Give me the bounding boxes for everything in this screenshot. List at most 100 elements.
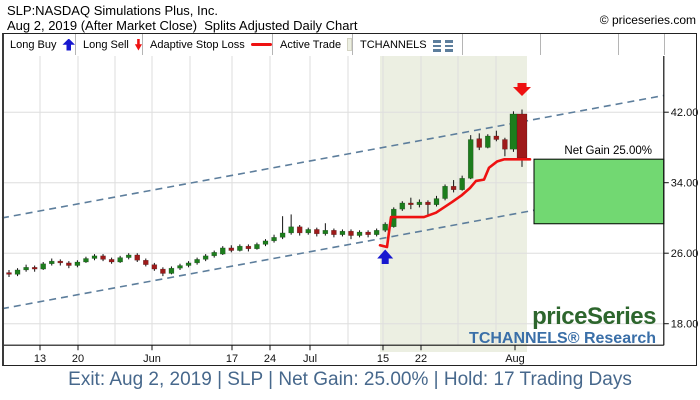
candle-body <box>185 262 192 266</box>
candle-body <box>442 185 448 199</box>
candle-body <box>125 254 132 258</box>
candle-body <box>91 255 98 259</box>
candle-body <box>100 255 106 260</box>
candle-body <box>365 231 371 235</box>
candle-body <box>399 202 406 210</box>
candle-body <box>382 223 388 231</box>
candle-body <box>237 245 243 251</box>
candle-body <box>57 260 64 264</box>
candle-body <box>459 178 465 190</box>
candle-body <box>143 260 149 265</box>
candle-body <box>348 230 354 236</box>
legend-label: TCHANNELS <box>360 38 427 51</box>
candle-body <box>49 260 55 265</box>
candle-body <box>160 268 166 274</box>
candle-body <box>211 252 217 257</box>
candle-body <box>373 230 380 235</box>
legend-item-long-sell: Long Sell <box>76 34 143 55</box>
x-tick-label: 13 <box>34 353 46 365</box>
x-tick-label: Aug <box>505 353 525 365</box>
candle-body <box>134 254 140 261</box>
candle-body <box>356 231 363 236</box>
candle-body <box>476 138 482 148</box>
long-sell-arrow-down-icon <box>134 38 142 51</box>
tchannels-research-label: TCHANNELS® Research <box>469 330 656 347</box>
legend-empty-cell <box>665 34 697 55</box>
y-tick-label: 34.00 <box>671 178 699 190</box>
trade-summary-bar: Exit: Aug 2, 2019 | SLP | Net Gain: 25.0… <box>68 369 632 390</box>
legend-label: Long Sell <box>83 38 129 51</box>
chart-frame <box>2 33 697 366</box>
x-tick-label: 20 <box>72 353 84 365</box>
candle-body <box>279 232 286 238</box>
candle-body <box>271 237 277 242</box>
legend-empty-cell <box>463 34 541 55</box>
candle-body <box>202 255 209 260</box>
beige-swatch-icon <box>347 38 352 51</box>
red-line-icon <box>250 43 272 46</box>
candle-body <box>117 257 123 263</box>
x-tick-label: 22 <box>415 353 427 365</box>
net-gain-label: Net Gain 25.00% <box>564 145 652 157</box>
chart-legend: Long Buy Long Sell Adaptive Stop Loss Ac… <box>3 34 697 55</box>
legend-label: Long Buy <box>10 38 57 51</box>
x-tick-label: Jun <box>143 353 161 365</box>
tchannel-upper-line <box>1 94 665 219</box>
candle-body <box>194 259 200 264</box>
candle-body <box>296 226 303 234</box>
candle-body <box>108 259 115 263</box>
candle-body <box>516 113 528 159</box>
candle-body <box>331 230 337 235</box>
candle-body <box>339 230 346 235</box>
x-tick-label: 24 <box>264 353 276 365</box>
candle-body <box>408 202 414 205</box>
copyright: © priceseries.com <box>599 13 696 27</box>
candle-body <box>262 240 269 245</box>
candle-body <box>467 139 474 179</box>
long-sell-marker-arrow <box>513 83 531 96</box>
x-tick-label: 15 <box>377 353 389 365</box>
candle-body <box>23 267 29 271</box>
candle-body <box>66 262 72 266</box>
adaptive-stop-loss-line <box>378 158 532 249</box>
candle-body <box>245 245 252 250</box>
legend-empty-cell <box>619 34 665 55</box>
candle-body <box>509 113 518 150</box>
priceseries-logo: priceSeries <box>532 303 656 330</box>
y-tick-label: 18.00 <box>671 319 699 331</box>
candle-body <box>74 261 81 266</box>
x-tick-label: Jul <box>303 353 317 365</box>
tchannel-lower-line <box>1 185 665 310</box>
candle-body <box>493 135 500 140</box>
chart-subtitle: Aug 2, 2019 (After Market Close) Splits … <box>7 18 358 33</box>
candle-body <box>450 185 457 191</box>
candle-body <box>168 267 175 274</box>
y-tick-label: 42.00 <box>671 107 699 119</box>
candle-body <box>83 258 89 263</box>
legend-label: Active Trade <box>280 38 342 51</box>
net-gain-box <box>533 158 665 225</box>
legend-item-active-trade: Active Trade <box>273 34 353 55</box>
candle-body <box>254 244 260 250</box>
legend-item-long-buy: Long Buy <box>3 34 76 55</box>
candle-body <box>228 247 235 251</box>
legend-empty-cell <box>541 34 619 55</box>
candle-body <box>322 230 329 235</box>
y-tick-label: 26.00 <box>671 248 699 260</box>
dashed-lines-icon <box>432 40 462 52</box>
long-buy-arrow-up-icon <box>62 38 75 51</box>
candle-body <box>6 272 12 275</box>
long-buy-marker-arrow <box>377 249 394 264</box>
candle-body <box>502 139 508 150</box>
candle-body <box>288 226 294 234</box>
candle-body <box>433 198 440 205</box>
candle-body <box>151 264 158 270</box>
candle-body <box>416 201 423 205</box>
candle-body <box>40 263 46 270</box>
legend-label: Adaptive Stop Loss <box>150 38 245 51</box>
page-title: SLP:NASDAQ Simulations Plus, Inc. <box>7 3 218 18</box>
candle-body <box>31 267 38 270</box>
candle-body <box>314 229 320 235</box>
candle-body <box>305 229 311 234</box>
